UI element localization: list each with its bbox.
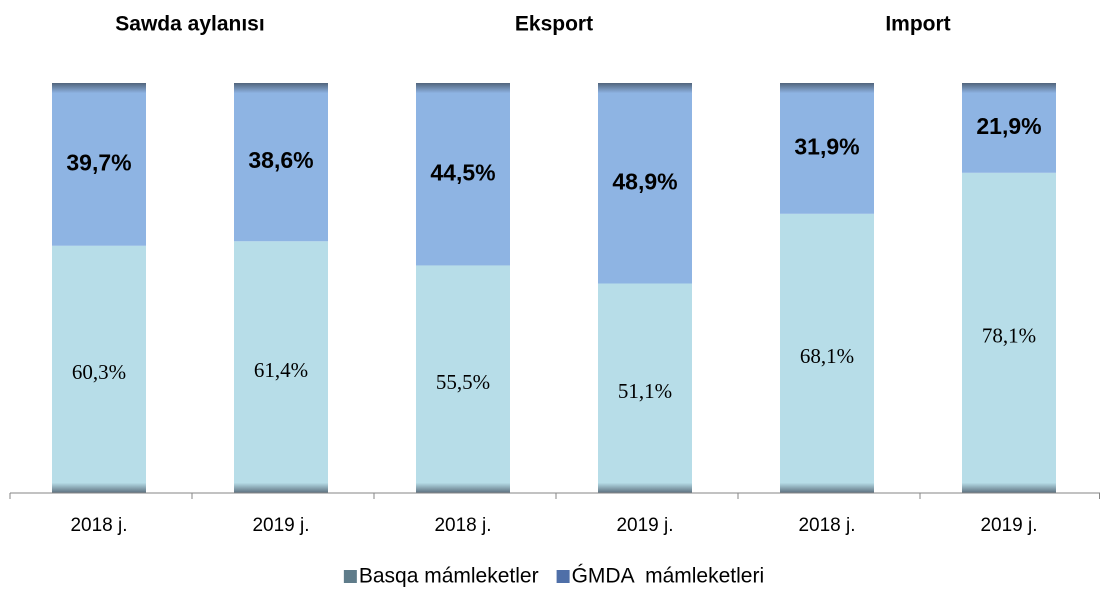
legend-swatch	[556, 570, 570, 583]
legend-label: Basqa mámleketler	[359, 565, 539, 588]
x-tick-label: 2019 j.	[616, 515, 673, 536]
x-tick-label: 2018 j.	[798, 515, 855, 536]
bar-shade	[52, 83, 146, 493]
bar-shade	[416, 83, 510, 493]
x-tick-label: 2019 j.	[252, 515, 309, 536]
bar-shade	[962, 83, 1056, 493]
x-tick-label: 2018 j.	[434, 515, 491, 536]
bar-shade	[780, 83, 874, 493]
legend-swatch	[343, 570, 357, 583]
group-title: Import	[885, 13, 950, 36]
x-tick-label: 2019 j.	[980, 515, 1037, 536]
group-title: Eksport	[515, 13, 593, 36]
legend-label: ǴMDA mámleketleri	[572, 565, 765, 588]
x-tick-label: 2018 j.	[70, 515, 127, 536]
bar-shade	[598, 83, 692, 493]
bar-shade	[234, 83, 328, 493]
group-title: Sawda aylanısı	[115, 13, 264, 36]
